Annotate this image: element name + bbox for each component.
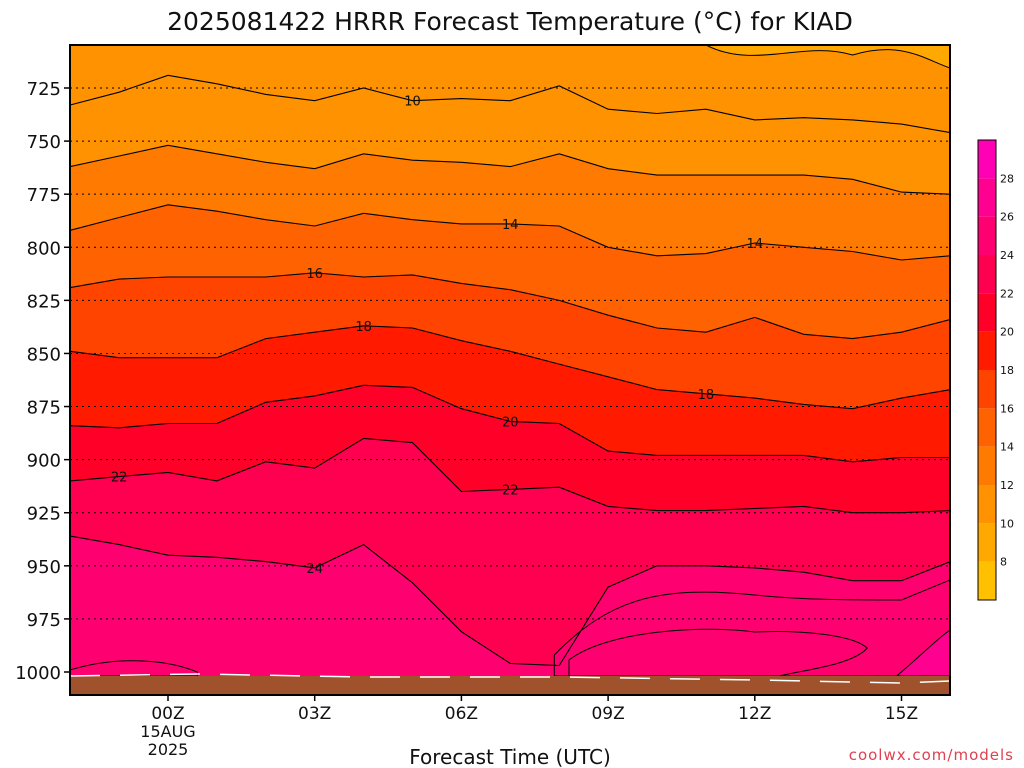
y-tick-label-925: 925 bbox=[27, 504, 61, 525]
x-tick-label-00Z: 00Z bbox=[151, 704, 184, 724]
x-tick-label-12Z: 12Z bbox=[738, 704, 771, 724]
colorbar-swatch-10 bbox=[978, 485, 996, 524]
contour-label-22: 22 bbox=[111, 471, 128, 486]
y-tick-label-975: 975 bbox=[27, 610, 61, 631]
colorbar-swatch-14 bbox=[978, 408, 996, 447]
colorbar-swatch-16 bbox=[978, 370, 996, 409]
contour-line-20 bbox=[70, 384, 950, 463]
y-tick-label-1000: 1000 bbox=[15, 663, 61, 684]
warm-pocket-left bbox=[70, 660, 198, 677]
colorbar-label-28: 28 bbox=[1000, 172, 1014, 185]
colorbar-label-18: 18 bbox=[1000, 364, 1014, 377]
contour-label-18: 18 bbox=[355, 320, 372, 335]
plot-frame bbox=[69, 44, 951, 696]
colorbar-label-26: 26 bbox=[1000, 211, 1014, 224]
ground-surface bbox=[70, 676, 950, 695]
y-tick-label-800: 800 bbox=[27, 238, 61, 259]
y-tick-label-775: 775 bbox=[27, 185, 61, 206]
contour-label-14: 14 bbox=[502, 218, 519, 233]
colorbar-label-20: 20 bbox=[1000, 326, 1014, 339]
contour-label-16: 16 bbox=[306, 267, 323, 282]
contour-label-14: 14 bbox=[747, 237, 764, 252]
y-tick-label-825: 825 bbox=[27, 291, 61, 312]
y-axis: 725 750 775 800 825 850 875 900 925 950 975 1000 bbox=[15, 79, 70, 684]
colorbar-swatch-24 bbox=[978, 216, 996, 255]
contour-label-22: 22 bbox=[502, 483, 519, 498]
contour-line-22 bbox=[70, 437, 950, 514]
contour-line-24 bbox=[70, 535, 950, 667]
colorbar-swatch-18 bbox=[978, 331, 996, 370]
y-tick-label-950: 950 bbox=[27, 557, 61, 578]
plot-area: 10 14 14 16 18 18 20 22 22 24 bbox=[70, 45, 950, 695]
x-tick-label-06Z: 06Z bbox=[445, 704, 478, 724]
date-label-year: 2025 bbox=[148, 740, 189, 759]
grid-lines bbox=[70, 87, 950, 620]
chart-title: 2025081422 HRRR Forecast Temperature (°C… bbox=[167, 7, 853, 36]
band-fill-8-10 bbox=[705, 45, 950, 69]
colorbar-frame bbox=[977, 139, 997, 601]
colorbar-swatch-8 bbox=[978, 523, 996, 562]
colorbar-label-8: 8 bbox=[1000, 556, 1007, 569]
contour-label-24: 24 bbox=[306, 562, 323, 577]
contour-line-10 bbox=[70, 74, 950, 134]
x-tick-label-15Z: 15Z bbox=[885, 704, 918, 724]
x-tick-label-03Z: 03Z bbox=[298, 704, 331, 724]
contour-label-18: 18 bbox=[698, 388, 715, 403]
date-label-day: 15AUG bbox=[140, 722, 195, 741]
credit-text: coolwx.com/models bbox=[849, 746, 1014, 764]
x-axis: 00Z 03Z 06Z 09Z 12Z 15Z bbox=[151, 695, 918, 724]
colorbar-swatch-22 bbox=[978, 255, 996, 294]
colorbar-label-10: 10 bbox=[1000, 517, 1014, 530]
contour-label-10: 10 bbox=[404, 95, 421, 110]
colorbar-label-22: 22 bbox=[1000, 287, 1014, 300]
warm-lens-right bbox=[568, 628, 868, 677]
y-tick-label-875: 875 bbox=[27, 398, 61, 419]
y-tick-label-750: 750 bbox=[27, 132, 61, 153]
colorbar-label-24: 24 bbox=[1000, 249, 1014, 262]
colorbar-swatch-26 bbox=[978, 178, 996, 217]
colorbar-label-16: 16 bbox=[1000, 402, 1014, 415]
x-tick-label-09Z: 09Z bbox=[591, 704, 624, 724]
contour-line-16 bbox=[70, 272, 950, 340]
colorbar-label-14: 14 bbox=[1000, 441, 1014, 454]
y-tick-label-725: 725 bbox=[27, 79, 61, 100]
colorbar-swatch-28 bbox=[978, 140, 996, 179]
colorbar-swatch-20 bbox=[978, 293, 996, 332]
contour-label-20: 20 bbox=[502, 415, 519, 430]
colorbar-label-12: 12 bbox=[1000, 479, 1014, 492]
x-axis-label: Forecast Time (UTC) bbox=[409, 745, 611, 768]
colorbar: 8 10 12 14 16 18 20 22 24 26 28 bbox=[977, 139, 1014, 601]
colorbar-swatch-12 bbox=[978, 446, 996, 485]
y-tick-label-900: 900 bbox=[27, 451, 61, 472]
surface-pressure-line bbox=[70, 673, 950, 684]
contour-line-12 bbox=[70, 144, 950, 195]
contour-line-18 bbox=[70, 325, 950, 410]
y-tick-label-850: 850 bbox=[27, 344, 61, 365]
colorbar-swatch-6 bbox=[978, 561, 996, 600]
